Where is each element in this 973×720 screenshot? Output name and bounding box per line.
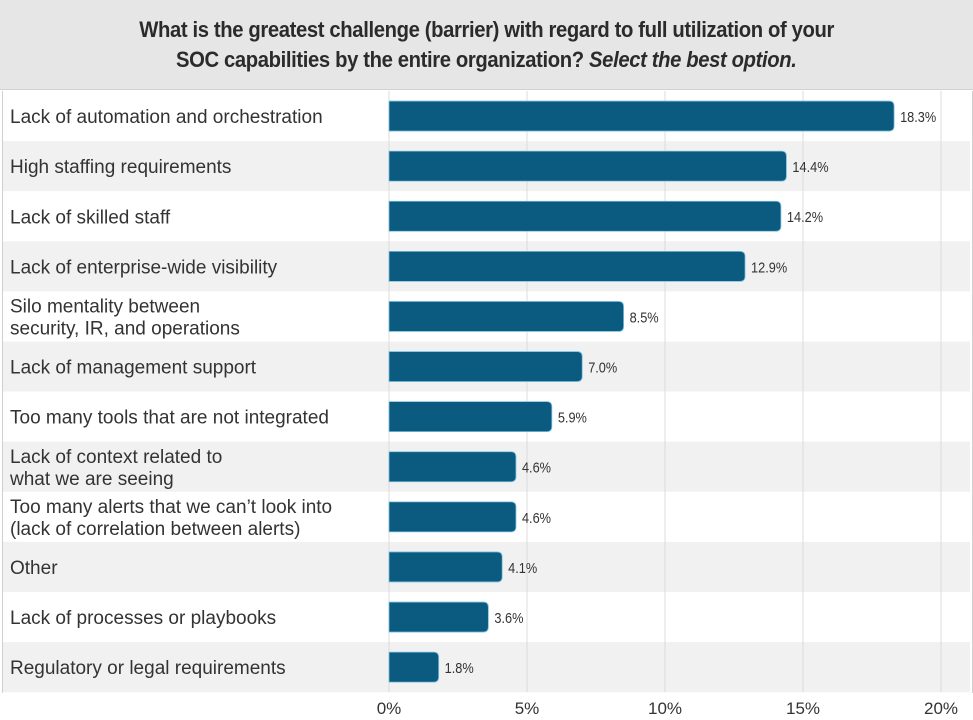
bar [388,301,624,332]
bar [388,451,517,483]
x-tick-label: 20% [924,699,958,718]
value-label: 5.9% [558,409,587,426]
x-tick-label: 0% [377,699,402,718]
category-label-line: Other [10,558,58,579]
category-label: Too many tools that are not integrated [10,408,329,429]
category-label: Silo mentality between security, IR, and … [10,296,240,339]
value-label: 12.9% [751,258,787,275]
category-label-line: Lack of skilled staff [10,207,171,228]
category-label-line: Lack of processes or playbooks [10,608,276,629]
value-label: 1.8% [445,659,474,676]
category-label: Lack of context related to what we are se… [9,447,222,490]
value-labels: 18.3% 14.4% 14.2% 12.9% 8.5% 7.0% 5.9% 4.6% 4.6%… [445,108,937,676]
value-label: 18.3% [900,108,936,125]
value-label: 4.1% [508,559,537,576]
value-label: 3.6% [494,609,523,626]
category-label-line: Regulatory or legal requirements [10,658,286,679]
chart-title-instruction: Select the best option. [589,46,797,72]
category-label: High staffing requirements [10,157,231,178]
bar [388,351,583,382]
bar [388,651,440,683]
category-label-line: Too many tools that are not integrated [10,408,329,429]
x-tick-label: 5% [515,699,540,718]
value-label: 8.5% [630,308,659,325]
x-tick-label: 10% [648,699,682,718]
category-label-line: Lack of enterprise-wide visibility [10,257,278,278]
category-label-line: security, IR, and operations [10,318,240,339]
value-label: 14.2% [787,208,823,225]
category-label-line: Lack of automation and orchestration [10,107,323,128]
bars [388,100,895,683]
chart-title-question: SOC capabilities by the entire organizat… [176,46,585,72]
category-label: Too many alerts that we can’t look into(… [10,497,332,540]
x-tick-label: 15% [786,699,820,718]
value-label: 4.6% [522,459,551,476]
category-label-line: High staffing requirements [10,157,231,178]
bar [388,501,517,533]
gridlines [388,91,942,693]
bar [388,150,787,182]
value-label: 4.6% [522,509,551,526]
category-label: Lack of enterprise-wide visibility [10,257,278,278]
bar [388,401,553,433]
x-axis-ticks: 0% 5% 10% 15% 20% [377,699,958,718]
category-label-line: what we are seeing [9,469,174,490]
chart-title-line-1: What is the greatest challenge (barrier)… [139,16,834,42]
chart-title-banner: What is the greatest challenge (barrier)… [0,0,973,90]
bar [388,200,782,232]
category-label: Regulatory or legal requirements [10,658,286,679]
category-label-line: Lack of management support [10,358,257,379]
category-label: Lack of automation and orchestration [10,107,323,128]
category-label-line: Lack of context related to [10,447,222,468]
category-label: Other [10,558,58,579]
category-label: Lack of management support [10,358,257,379]
category-label-line: Silo mentality between [10,296,200,317]
category-label-line: Too many alerts that we can’t look into [10,497,332,518]
category-labels: Lack of automation and orchestration High… [9,107,332,679]
row-background [3,642,970,693]
chart-title-line-2: SOC capabilities by the entire organizat… [176,45,797,75]
value-label: 14.4% [792,158,828,175]
value-label: 7.0% [588,359,617,376]
category-label-line: (lack of correlation between alerts) [10,519,300,540]
bar [388,601,489,633]
category-label: Lack of processes or playbooks [10,608,276,629]
bar [388,250,746,282]
bar [388,100,895,132]
bar [388,551,503,583]
category-label: Lack of skilled staff [10,207,171,228]
